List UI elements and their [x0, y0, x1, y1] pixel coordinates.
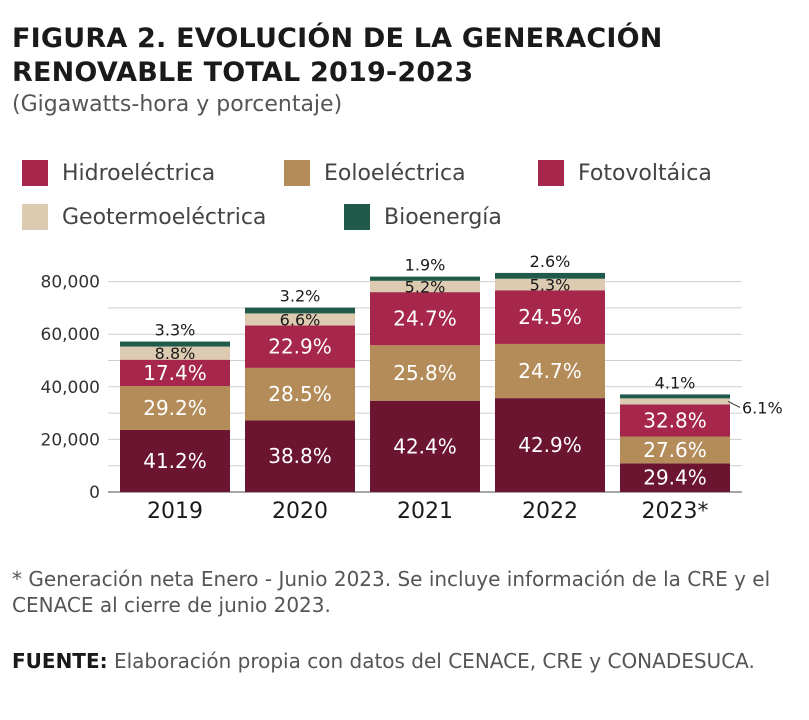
- bar-segment-fotovoltica: [620, 404, 730, 437]
- bar-segment-fotovoltica: [120, 359, 230, 387]
- data-label: 24.5%: [518, 305, 582, 329]
- bar-segment-fotovoltica: [245, 325, 355, 368]
- legend-item-bioenergia: Bioenergía: [344, 204, 502, 230]
- data-label: 22.9%: [268, 335, 332, 359]
- bar-segment-bioenerga: [120, 341, 230, 347]
- data-label: 32.8%: [643, 408, 707, 432]
- bar-segment-eoloelctrica: [245, 367, 355, 421]
- legend-item-geotermoelectrica: Geotermoeléctrica: [22, 204, 266, 230]
- data-label: 38.8%: [268, 444, 332, 468]
- bar-segment-eoloelctrica: [620, 436, 730, 464]
- source-text: Elaboración propia con datos del CENACE,…: [107, 649, 755, 673]
- bar-segment-fotovoltica: [495, 290, 605, 344]
- bar-segment-geotermoelctrica: [370, 280, 480, 293]
- bar-segment-hidroelctrica: [370, 400, 480, 492]
- x-tick-label: 2020: [272, 499, 328, 524]
- data-label: 28.5%: [268, 382, 332, 406]
- x-tick-label: 2019: [147, 499, 203, 524]
- x-tick-label: 2021: [397, 499, 453, 524]
- legend-swatch: [284, 160, 310, 186]
- chart-subtitle: (Gigawatts-hora y porcentaje): [12, 92, 343, 117]
- bar-segment-bioenerga: [370, 276, 480, 281]
- bar-segment-eoloelctrica: [120, 386, 230, 430]
- data-label: 3.2%: [280, 287, 321, 306]
- data-label: 29.4%: [643, 466, 707, 490]
- legend-item-fotovoltaica: Fotovoltáica: [538, 160, 712, 186]
- data-label: 5.2%: [405, 277, 446, 296]
- data-label: 42.4%: [393, 434, 457, 458]
- x-tick-label: 2022: [522, 499, 578, 524]
- bar-segment-geotermoelctrica: [245, 313, 355, 326]
- legend-label: Bioenergía: [384, 204, 502, 230]
- y-tick-label: 0: [89, 483, 100, 503]
- data-label: 5.3%: [530, 275, 571, 294]
- data-label: 42.9%: [518, 433, 582, 457]
- source-note: FUENTE: Elaboración propia con datos del…: [12, 648, 802, 674]
- bar-segment-geotermoelctrica: [620, 398, 730, 405]
- data-label: 41.2%: [143, 449, 207, 473]
- bar-segment-geotermoelctrica: [120, 346, 230, 360]
- bar-segment-bioenerga: [495, 272, 605, 279]
- data-label: 25.8%: [393, 361, 457, 385]
- bar-segment-hidroelctrica: [620, 463, 730, 492]
- label-leader-line: [727, 400, 741, 408]
- bar-segment-bioenerga: [620, 394, 730, 399]
- legend-swatch: [22, 204, 48, 230]
- legend-swatch: [344, 204, 370, 230]
- chart-title-line-1: FIGURA 2. EVOLUCIÓN DE LA GENERACIÓN: [12, 23, 663, 54]
- data-label: 29.2%: [143, 396, 207, 420]
- y-tick-label: 80,000: [41, 273, 100, 293]
- bar-segment-geotermoelctrica: [495, 278, 605, 291]
- legend-label: Hidroeléctrica: [62, 160, 216, 186]
- chart-title-line-2: RENOVABLE TOTAL 2019-2023: [12, 57, 474, 88]
- legend-item-eoloelectrica: Eoloeléctrica: [284, 160, 466, 186]
- legend-label: Geotermoeléctrica: [62, 204, 267, 230]
- footnote: * Generación neta Enero - Junio 2023. Se…: [12, 567, 771, 617]
- data-label: 24.7%: [393, 307, 457, 331]
- data-label: 3.3%: [155, 321, 196, 340]
- data-label: 6.6%: [280, 310, 321, 329]
- bar-segment-bioenerga: [245, 307, 355, 314]
- bar-segment-hidroelctrica: [120, 429, 230, 492]
- legend-item-hidroelectrica: Hidroeléctrica: [22, 160, 215, 186]
- data-label: 4.1%: [655, 373, 696, 392]
- x-tick-label: 2023*: [642, 499, 709, 524]
- data-label: 1.9%: [405, 256, 446, 275]
- data-label: 27.6%: [643, 438, 707, 462]
- bar-segment-hidroelctrica: [495, 398, 605, 492]
- y-tick-label: 20,000: [41, 430, 100, 450]
- legend-label: Fotovoltáica: [578, 160, 712, 186]
- data-label: 17.4%: [143, 361, 207, 385]
- y-tick-label: 60,000: [41, 325, 100, 345]
- source-label: FUENTE:: [12, 649, 108, 673]
- data-label: 24.7%: [518, 359, 582, 383]
- data-label: 2.6%: [530, 252, 571, 271]
- legend-swatch: [538, 160, 564, 186]
- bar-segment-hidroelctrica: [245, 420, 355, 492]
- bar-segment-eoloelctrica: [495, 343, 605, 399]
- data-label: 6.1%: [742, 398, 783, 417]
- bar-segment-fotovoltica: [370, 292, 480, 346]
- y-tick-label: 40,000: [41, 378, 100, 398]
- chart-title: FIGURA 2. EVOLUCIÓN DE LA GENERACIÓN REN…: [12, 22, 663, 90]
- legend-swatch: [22, 160, 48, 186]
- legend-label: Eoloeléctrica: [324, 160, 466, 186]
- bar-segment-eoloelctrica: [370, 345, 480, 401]
- data-label: 8.8%: [155, 344, 196, 363]
- stacked-bar-chart: 0 20,000 40,000 60,000 80,000 41.2% 29.2% 17.4%…: [41, 252, 783, 524]
